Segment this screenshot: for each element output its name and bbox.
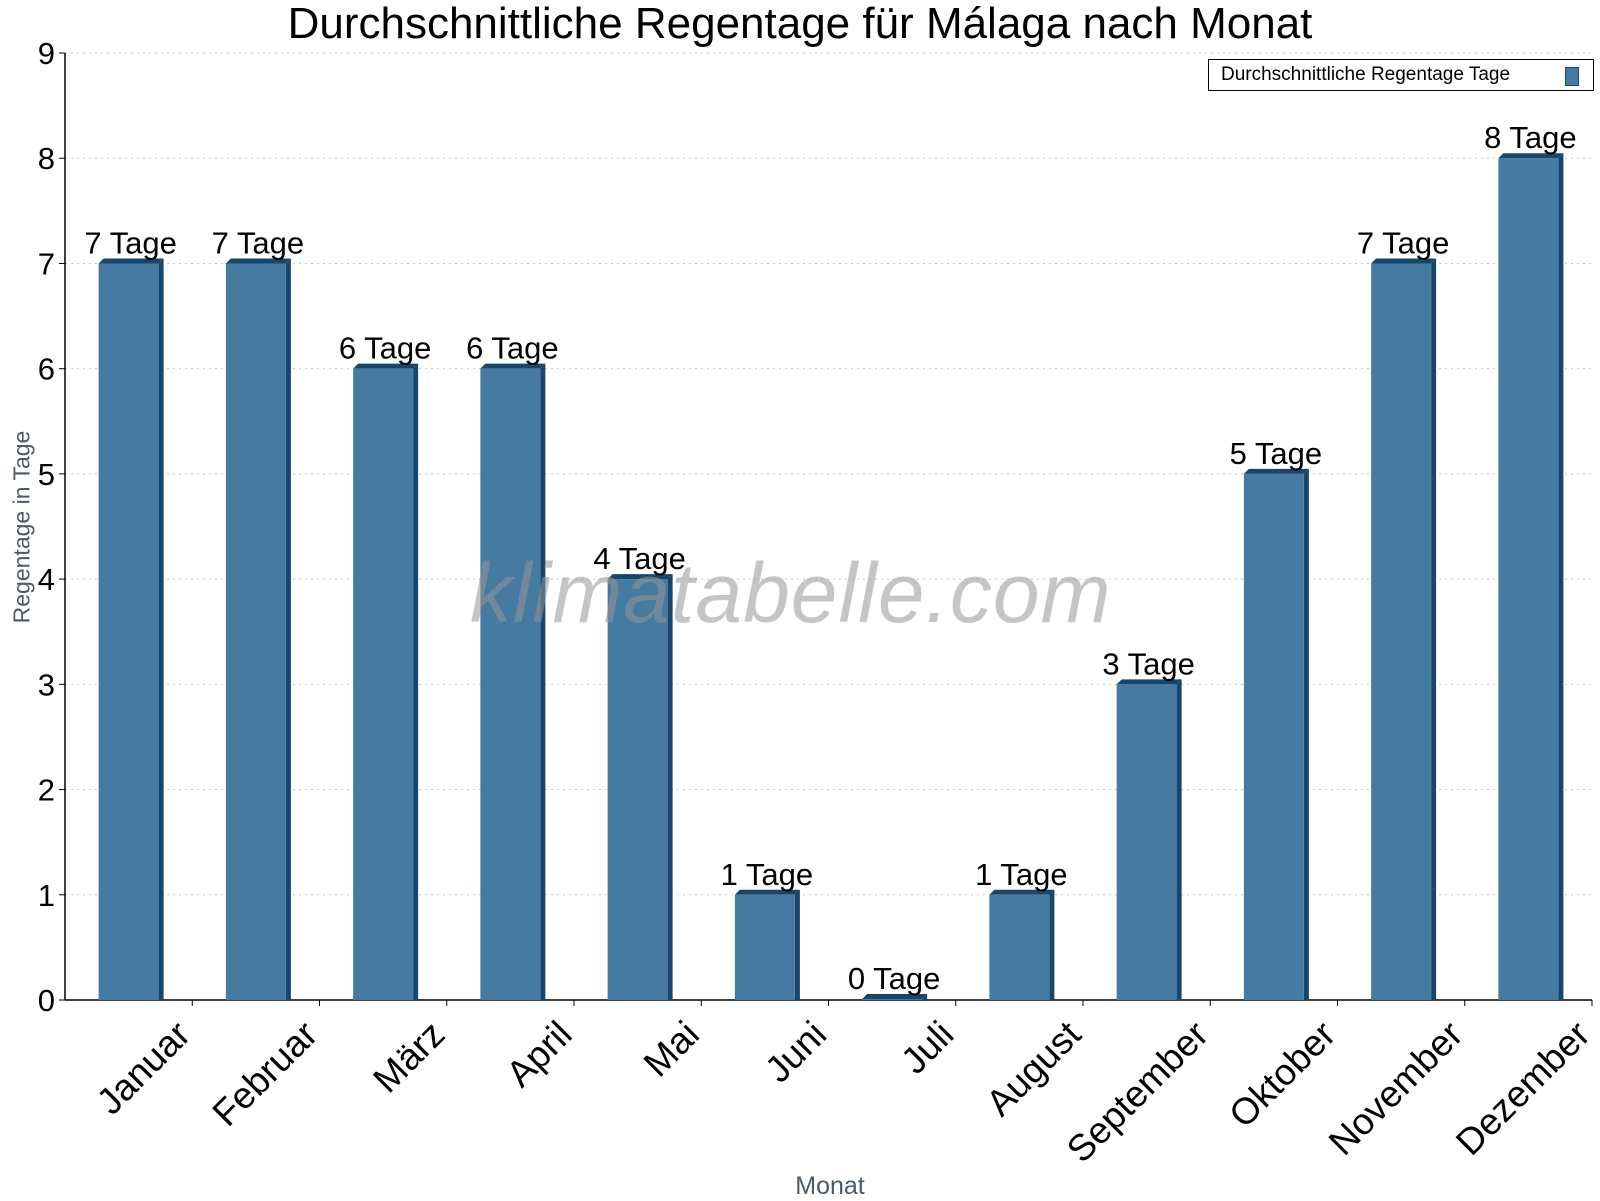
- bar-top: [1116, 679, 1182, 685]
- watermark: klimatabelle.com: [470, 546, 1112, 640]
- x-tick-label: Dezember: [1448, 1013, 1598, 1163]
- bar-dezember: [1498, 158, 1559, 1000]
- bar-side: [285, 258, 291, 1000]
- x-axis-label: Monat: [795, 1172, 865, 1200]
- y-tick-label: 6: [38, 352, 55, 387]
- y-tick-label: 1: [38, 878, 55, 913]
- data-label: 7 Tage: [1357, 225, 1450, 260]
- data-label: 4 Tage: [593, 541, 686, 576]
- bar-juni: [734, 894, 795, 1000]
- x-tick-label: Juni: [757, 1013, 834, 1090]
- data-label: 5 Tage: [1230, 436, 1323, 471]
- bar-top: [225, 258, 291, 264]
- bar-top: [98, 258, 164, 264]
- bar-top: [353, 363, 419, 369]
- x-tick-label: November: [1321, 1013, 1471, 1163]
- bar-märz: [353, 368, 414, 1001]
- bar-november: [1371, 263, 1432, 1000]
- bar-side: [158, 258, 164, 1000]
- bar-side: [1303, 468, 1309, 1000]
- bar-top: [1371, 258, 1437, 264]
- x-tick-label: März: [365, 1013, 452, 1100]
- x-tick-label: Januar: [89, 1013, 198, 1122]
- bar-april: [480, 368, 541, 1001]
- bar-juli: [862, 999, 923, 1000]
- y-tick-label: 0: [38, 983, 55, 1018]
- data-label: 7 Tage: [84, 225, 177, 260]
- y-tick-label: 7: [38, 246, 55, 281]
- data-label: 3 Tage: [1102, 646, 1195, 681]
- data-label: 7 Tage: [212, 225, 305, 260]
- bar-top: [1243, 468, 1309, 474]
- bar-top: [989, 889, 1055, 895]
- bar-side: [922, 994, 928, 1000]
- bar-januar: [98, 263, 159, 1000]
- y-tick-label: 5: [38, 457, 55, 492]
- data-label: 8 Tage: [1484, 120, 1577, 155]
- bar-side: [413, 363, 419, 1001]
- bar-august: [989, 894, 1050, 1000]
- data-label: 0 Tage: [848, 961, 941, 996]
- y-tick-label: 4: [38, 562, 55, 597]
- y-tick-label: 2: [38, 773, 55, 808]
- bar-september: [1116, 684, 1177, 1000]
- y-tick-label: 3: [38, 667, 55, 702]
- legend-swatch: [1565, 67, 1579, 86]
- y-axis-label: Regentage in Tage: [8, 430, 35, 624]
- y-tick-label: 8: [38, 141, 55, 176]
- bar-oktober: [1243, 473, 1304, 1000]
- bar-side: [794, 889, 800, 1000]
- chart-title: Durchschnittliche Regentage für Málaga n…: [287, 0, 1313, 48]
- data-label: 1 Tage: [721, 857, 814, 892]
- bar-side: [667, 574, 673, 1000]
- bar-februar: [225, 263, 286, 1000]
- x-tick-label: Februar: [205, 1013, 326, 1134]
- data-label: 6 Tage: [466, 331, 559, 366]
- bar-top: [480, 363, 546, 369]
- bar-top: [1498, 153, 1564, 159]
- x-tick-label: Oktober: [1221, 1013, 1343, 1135]
- bar-mai: [607, 579, 668, 1000]
- bar-top: [607, 574, 673, 580]
- bar-side: [1431, 258, 1437, 1000]
- legend: Durchschnittliche Regentage Tage: [1208, 59, 1594, 91]
- legend-label: Durchschnittliche Regentage Tage: [1221, 64, 1511, 85]
- data-label: 6 Tage: [339, 331, 432, 366]
- bar-side: [1049, 889, 1055, 1000]
- bar-top: [862, 994, 928, 999]
- x-tick-label: April: [498, 1013, 579, 1094]
- bar-top: [734, 889, 800, 895]
- x-tick-label: Juli: [893, 1013, 961, 1081]
- bar-side: [540, 363, 546, 1001]
- y-tick-label: 9: [38, 36, 55, 71]
- data-label: 1 Tage: [975, 857, 1068, 892]
- x-tick-label: Mai: [636, 1013, 707, 1084]
- bar-side: [1558, 153, 1564, 1000]
- bar-side: [1176, 679, 1182, 1000]
- x-tick-label: August: [978, 1013, 1089, 1124]
